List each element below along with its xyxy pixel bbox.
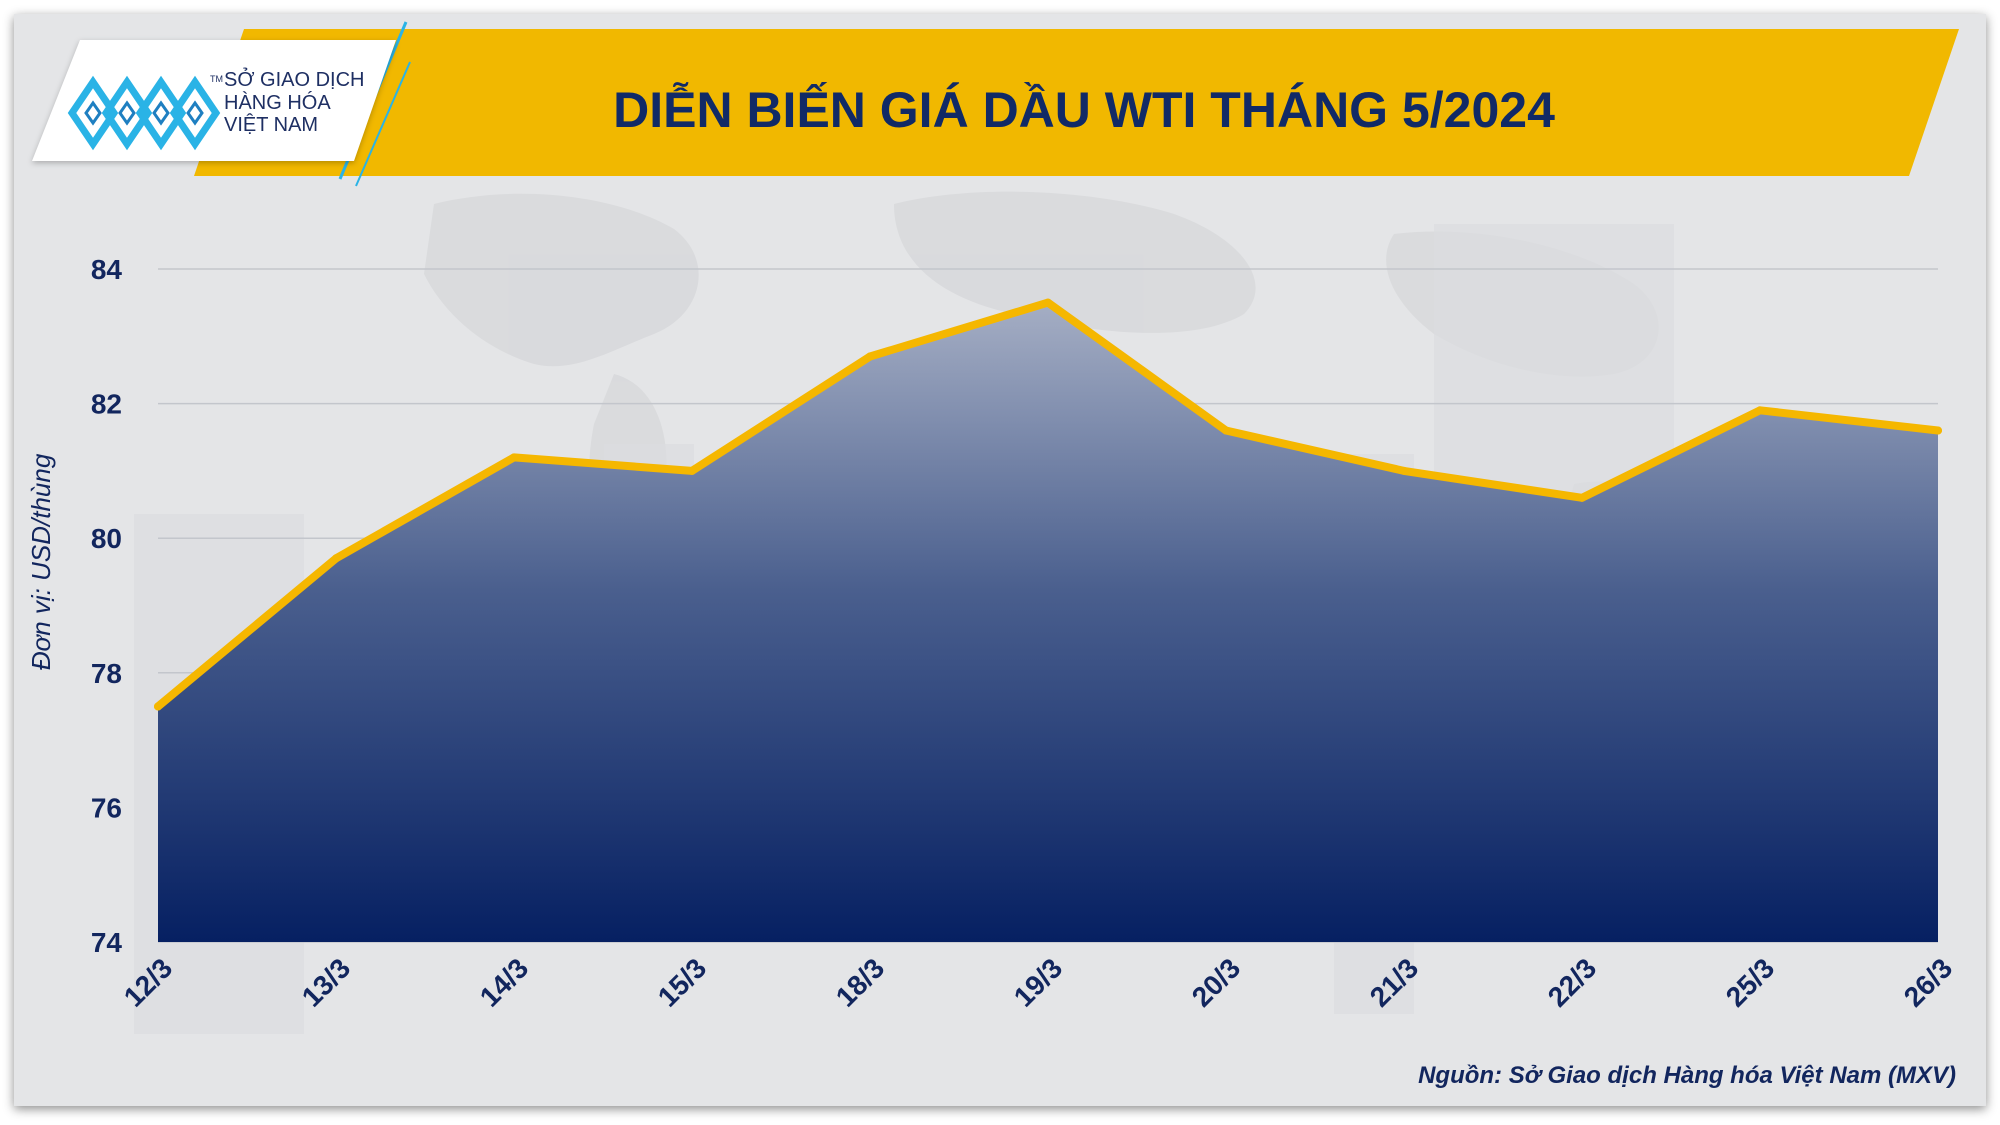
logo-text-line-3: VIỆT NAM <box>224 114 319 136</box>
y-axis-ticks: 74 76 78 80 82 84 <box>91 254 123 958</box>
data-point <box>1578 493 1586 502</box>
x-tick-label: 19/3 <box>1008 952 1068 1012</box>
data-points <box>154 298 1942 711</box>
logo-panel: TM SỞ GIAO DỊCH HÀNG HÓA VIỆT NAM <box>14 14 414 194</box>
x-tick-label: 26/3 <box>1898 952 1958 1012</box>
y-tick-label: 74 <box>91 927 123 958</box>
y-tick-label: 84 <box>91 254 123 285</box>
x-tick-label: 25/3 <box>1720 952 1780 1012</box>
data-point <box>1222 426 1230 435</box>
data-point <box>866 352 874 361</box>
data-point <box>332 554 340 563</box>
banner-accent-line-2 <box>355 61 411 187</box>
x-tick-label: 22/3 <box>1542 952 1602 1012</box>
data-point <box>1756 406 1764 415</box>
area-fill <box>158 302 1938 943</box>
source-note: Nguồn: Sở Giao dịch Hàng hóa Việt Nam (M… <box>1418 1062 1956 1089</box>
x-tick-label: 20/3 <box>1186 952 1246 1012</box>
x-tick-label: 18/3 <box>830 952 890 1012</box>
x-tick-label: 21/3 <box>1364 952 1424 1012</box>
y-tick-label: 78 <box>91 658 122 689</box>
logo-text-line-2: HÀNG HÓA <box>224 92 331 114</box>
y-tick-label: 76 <box>91 792 122 823</box>
data-point <box>1934 426 1942 435</box>
title-banner-fill <box>194 29 1959 176</box>
x-tick-label: 15/3 <box>652 952 712 1012</box>
logo-panel-bg <box>32 40 396 161</box>
x-tick-label: 13/3 <box>296 952 356 1012</box>
area-chart: 74 76 78 80 82 84 12/3 13/3 14/3 15/3 18/3 19/3 20/… <box>26 254 1958 1013</box>
y-tick-label: 82 <box>91 389 122 420</box>
data-point <box>1044 298 1052 307</box>
mxv-logo-icon <box>67 75 221 151</box>
logo-text-line-1: SỞ GIAO DỊCH <box>224 69 365 91</box>
chart-title: DIỄN BIẾN GIÁ DẦU WTI THÁNG 5/2024 <box>613 82 1555 138</box>
logo-trademark: TM <box>210 74 223 84</box>
data-point <box>688 466 696 475</box>
y-axis-label: Đơn vị: USD/thùng <box>26 453 56 670</box>
infographic-canvas: TM SỞ GIAO DỊCH HÀNG HÓA VIỆT NAM DIỄN B… <box>14 14 1986 1106</box>
y-tick-label: 80 <box>91 523 122 554</box>
x-axis-ticks: 12/3 13/3 14/3 15/3 18/3 19/3 20/3 21/3 22/3 25/3… <box>118 952 1958 1012</box>
data-point <box>154 702 162 711</box>
data-point <box>1400 466 1408 475</box>
x-tick-label: 14/3 <box>474 952 534 1012</box>
data-point <box>510 453 518 462</box>
x-tick-label: 12/3 <box>118 952 178 1012</box>
